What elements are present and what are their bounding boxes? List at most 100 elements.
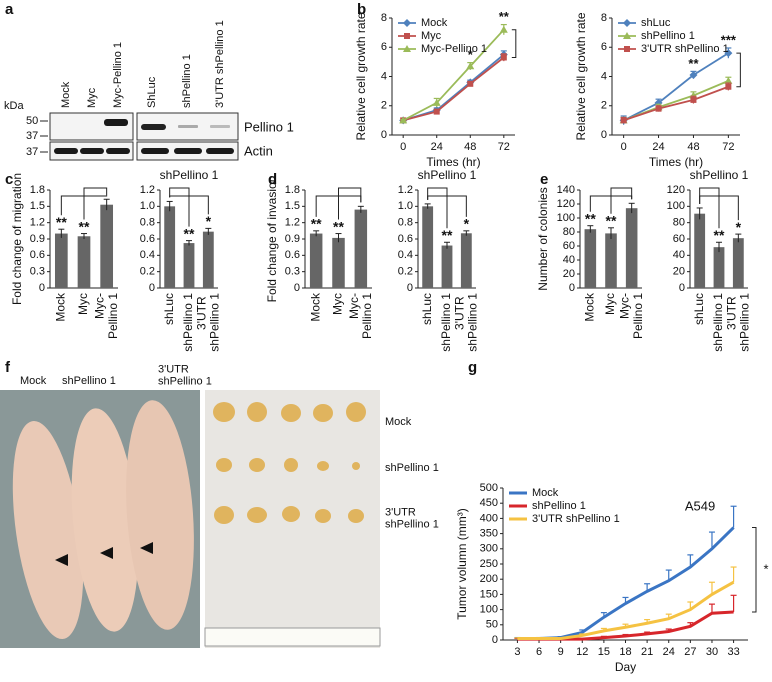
x-axis-label: Times (hr) (649, 155, 703, 169)
y-tick-label: 0.2 (140, 266, 155, 278)
marker (689, 71, 698, 80)
photo-label: shPellino 1 (385, 462, 439, 474)
y-tick-label: 0.2 (398, 266, 413, 278)
panel-letter: a (5, 1, 14, 18)
legend-label: Myc (421, 30, 442, 42)
marker (623, 19, 631, 27)
y-tick-label: 0.4 (398, 249, 413, 261)
significance: * (468, 47, 474, 62)
band (174, 148, 202, 154)
bar (460, 233, 472, 288)
band (210, 125, 230, 128)
y-axis-label: Tumor volumn (mm³) (455, 508, 469, 620)
legend-label: 3'UTR shPellino 1 (532, 513, 620, 525)
significance: ** (311, 216, 322, 232)
y-tick-label: 140 (557, 184, 575, 196)
lane-label: Mock (60, 81, 72, 108)
x-tick-label: shLuc (692, 293, 706, 325)
y-tick-label: 0.6 (398, 233, 413, 245)
arrow (55, 554, 68, 566)
series-line (402, 53, 505, 122)
y-tick-label: 80 (563, 226, 575, 238)
x-tick-label: 24 (431, 141, 443, 153)
x-tick-label: 48 (687, 141, 699, 153)
x-tick-label: 0 (400, 141, 406, 153)
y-tick-label: 450 (480, 497, 498, 509)
legend-label: shPellino 1 (641, 30, 695, 42)
tumor (348, 509, 364, 523)
text-line: shPellino 1 (158, 376, 212, 388)
tumor (313, 404, 333, 422)
y-tick-label: 1.8 (30, 184, 45, 196)
y-tick-label: 0 (679, 282, 685, 294)
x-tick-label: Myc-Pellino 1 (618, 293, 645, 339)
bar (309, 233, 323, 288)
size-marker: 37 (26, 146, 38, 158)
y-tick-label: 8 (601, 12, 607, 24)
marker (500, 54, 507, 61)
y-tick-label: 0 (39, 282, 45, 294)
band (106, 148, 130, 154)
chart-title: shPellino 1 (690, 168, 749, 182)
x-tick-label: 48 (464, 141, 476, 153)
x-tick-label: shPellino 1 (439, 293, 453, 352)
x-tick-label: Myc (603, 293, 617, 315)
y-tick-label: 60 (673, 233, 685, 245)
significance: * (464, 216, 470, 232)
y-tick-label: 1.0 (398, 200, 413, 212)
y-tick-label: 1.2 (285, 217, 300, 229)
significance: ** (499, 9, 510, 24)
y-tick-label: 500 (480, 482, 498, 494)
text-line: Myc- (93, 293, 107, 319)
lane-label: Myc (86, 87, 98, 108)
tumor (249, 458, 265, 472)
y-tick-label: 0 (149, 282, 155, 294)
x-tick-label: 0 (621, 141, 627, 153)
y-tick-label: 4 (381, 70, 387, 82)
y-tick-label: 350 (480, 528, 498, 540)
text-line: Myc- (347, 293, 361, 319)
photo-label: Mock (20, 375, 47, 387)
y-tick-label: 0.3 (30, 266, 45, 278)
marker (403, 45, 411, 52)
marker (467, 80, 474, 87)
x-tick-label: 3'UTR shPellino 1 (453, 293, 480, 352)
y-tick-label: 1.2 (140, 184, 155, 196)
legend-label: shLuc (641, 17, 671, 29)
y-tick-label: 20 (673, 266, 685, 278)
lane-label: Myc-Pellino 1 (112, 42, 124, 108)
x-tick-label: Mock (308, 292, 322, 322)
y-tick-label: 0.3 (285, 266, 300, 278)
marker (624, 46, 630, 52)
x-tick-label: Myc-Pellino 1 (93, 293, 120, 339)
tumor (317, 461, 329, 471)
band (141, 148, 169, 154)
panel-letter: e (540, 171, 548, 188)
significance: ** (333, 218, 344, 234)
bar (584, 229, 597, 288)
x-tick-label: shPellino 1 (181, 293, 195, 352)
legend-label: Myc-Pellino 1 (421, 43, 487, 55)
mouse (126, 400, 194, 630)
photo-label: 3'UTR shPellino 1 (385, 506, 439, 530)
text-line: Myc- (618, 293, 632, 319)
y-tick-label: 60 (563, 240, 575, 252)
y-tick-label: 150 (480, 588, 498, 600)
chart-title: shPellino 1 (418, 168, 477, 182)
bar (54, 233, 68, 288)
y-tick-label: 200 (480, 573, 498, 585)
text-line: 3'UTR (725, 293, 739, 330)
y-tick-label: 0 (294, 282, 300, 294)
legend-label: Mock (532, 487, 559, 499)
bar (183, 243, 195, 288)
text-line: 3'UTR (195, 293, 209, 330)
photo-label: shPellino 1 (62, 375, 116, 387)
x-tick-label: 72 (722, 141, 734, 153)
y-tick-label: 2 (381, 100, 387, 112)
x-tick-label: 12 (576, 646, 588, 658)
significance: ** (442, 227, 453, 243)
y-tick-label: 1.5 (30, 200, 45, 212)
text-line: shPellino 1 (466, 293, 480, 352)
y-tick-label: 20 (563, 268, 575, 280)
